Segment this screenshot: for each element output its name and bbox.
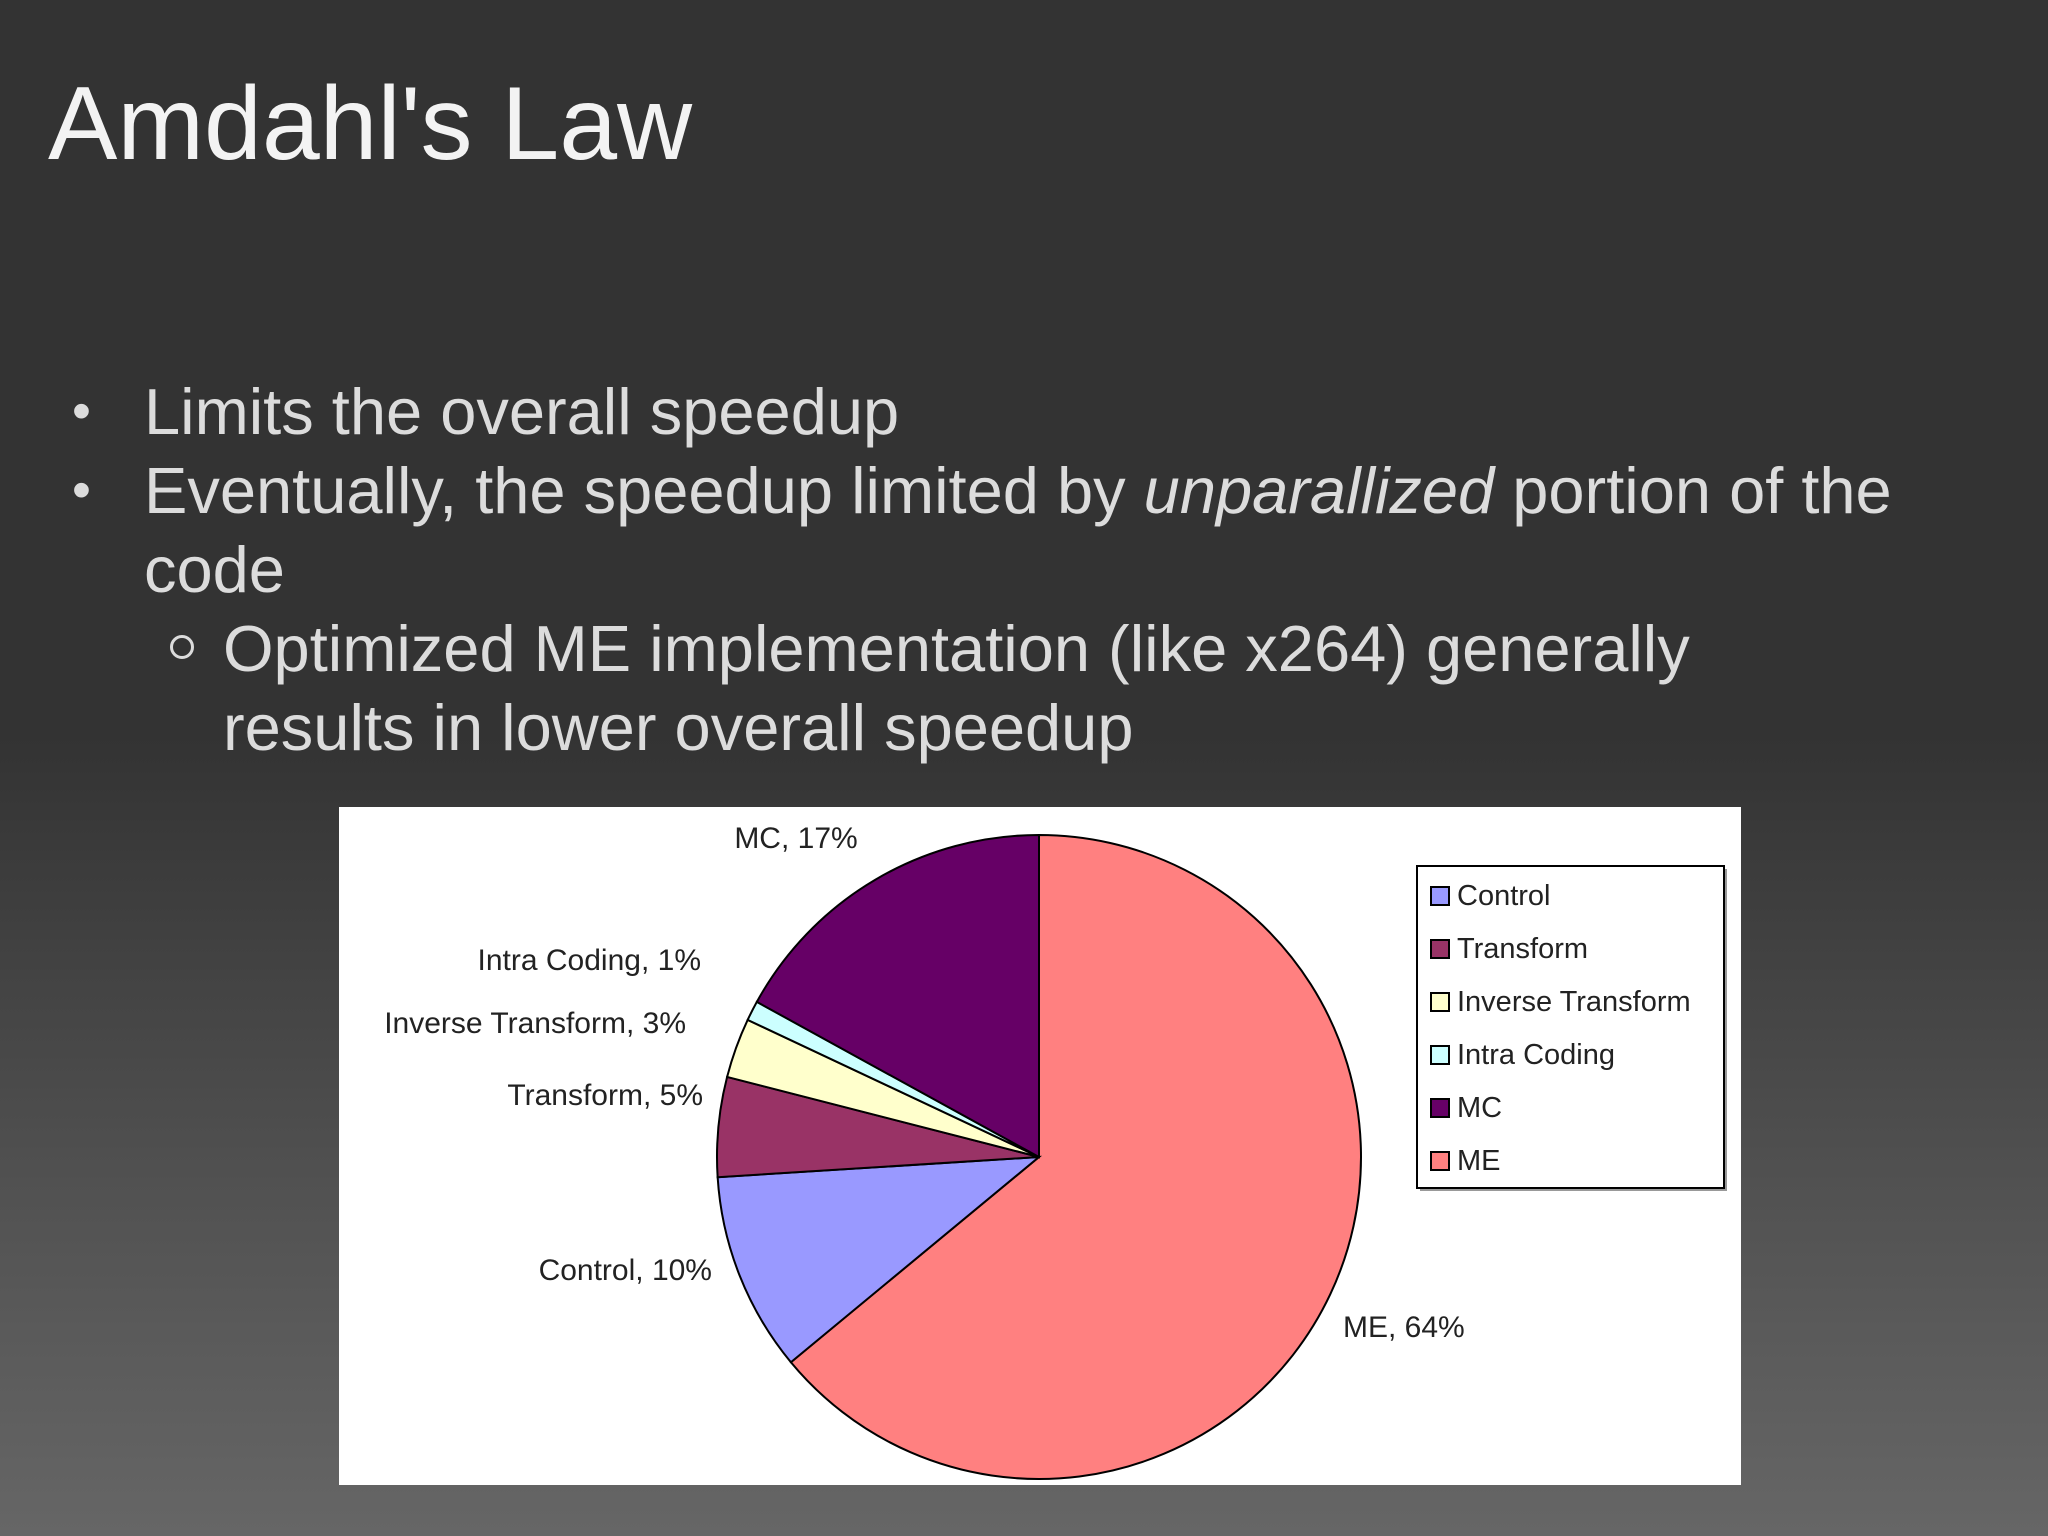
legend-swatch-me	[1430, 1151, 1450, 1171]
slide-title: Amdahl's Law	[48, 66, 693, 182]
data-label-transform: Transform, 5%	[507, 1079, 703, 1112]
data-label-intra-coding: Intra Coding, 1%	[478, 944, 701, 977]
legend-label-control: Control	[1457, 880, 1551, 912]
bullet-dot-icon: •	[72, 460, 91, 520]
legend-label-inverse-transform: Inverse Transform	[1457, 986, 1691, 1018]
pie-slice-control	[716, 1155, 1043, 1364]
data-label-control: Control, 10%	[539, 1254, 712, 1287]
pie-chart-panel: ME, 64% Control, 10% Transform, 5% Inverse …	[339, 807, 1741, 1485]
bullet-item: • Eventually, the speedup limited by unp…	[0, 451, 2000, 609]
legend-swatch-inverse-transform	[1430, 992, 1450, 1012]
bullet-item: • Limits the overall speedup	[0, 372, 2000, 451]
bullet-list: • Limits the overall speedup • Eventuall…	[0, 372, 2000, 767]
legend-swatch-intra-coding	[1430, 1045, 1450, 1065]
legend-swatch-control	[1430, 886, 1450, 906]
legend-label-transform: Transform	[1457, 933, 1588, 965]
pie-chart: ME, 64% Control, 10% Transform, 5% Inverse …	[384, 822, 1727, 1480]
data-label-me: ME, 64%	[1343, 1311, 1465, 1344]
legend-label-mc: MC	[1457, 1092, 1502, 1124]
data-label-mc: MC, 17%	[734, 822, 857, 855]
sub-bullet-item: Optimized ME implementation (like x264) …	[0, 609, 1803, 767]
bullet-emphasis: unparallized	[1143, 454, 1495, 527]
legend-swatch-transform	[1430, 939, 1450, 959]
bullet-text-before: Eventually, the speedup limited by	[144, 454, 1144, 527]
pie-slice-mc	[755, 833, 1040, 1159]
legend-label-me: ME	[1457, 1145, 1501, 1177]
legend-label-intra-coding: Intra Coding	[1457, 1039, 1615, 1071]
data-label-inverse-transform: Inverse Transform, 3%	[384, 1007, 686, 1040]
pie-slice-me	[789, 833, 1362, 1480]
bullet-dot-icon: •	[72, 381, 91, 441]
hollow-circle-bullet-icon	[170, 635, 194, 659]
sub-bullet-text: Optimized ME implementation (like x264) …	[223, 612, 1690, 764]
bullet-text-after: portion of the code	[144, 454, 1892, 606]
legend-box	[1416, 865, 1725, 1189]
bullet-text: Limits the overall speedup	[144, 375, 900, 448]
legend-swatch-mc	[1430, 1098, 1450, 1118]
